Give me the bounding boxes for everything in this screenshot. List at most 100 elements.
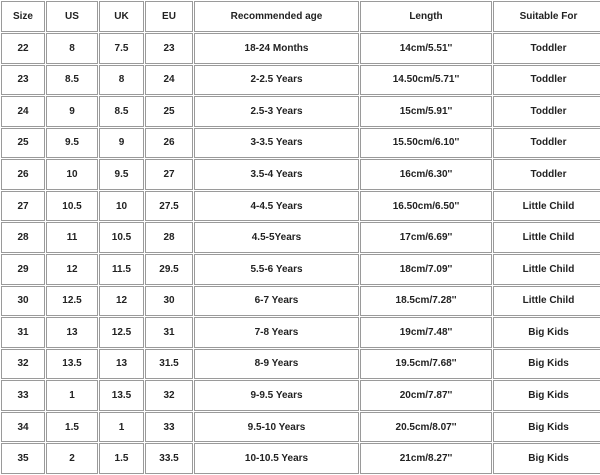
table-cell: 31 [1, 317, 45, 348]
table-cell: 15.50cm/6.10'' [360, 127, 492, 159]
table-cell: Big Kids [493, 380, 600, 411]
table-row: 26 10 9.5 27 3.5-4 Years 16cm/6.30'' Toddler [1, 159, 600, 190]
table-cell: 30 [145, 285, 193, 317]
table-cell: 13.5 [46, 348, 98, 380]
header-cell: Size [1, 1, 45, 32]
header-cell: UK [99, 1, 144, 32]
table-cell: 33 [1, 380, 45, 411]
table-row: 22 8 7.5 23 18-24 Months 14cm/5.51'' Toddler [1, 33, 600, 64]
table-cell: 26 [1, 159, 45, 190]
table-cell: 19.5cm/7.68'' [360, 348, 492, 380]
table-row: 33 1 13.5 32 9-9.5 Years 20cm/7.87'' Big Kids [1, 380, 600, 411]
table-cell: Toddler [493, 96, 600, 127]
table-cell: 31.5 [145, 348, 193, 380]
table-cell: 11 [46, 222, 98, 253]
table-cell: 3-3.5 Years [194, 127, 359, 159]
table-cell: Big Kids [493, 443, 600, 474]
table-cell: 9-9.5 Years [194, 380, 359, 411]
table-cell: Big Kids [493, 411, 600, 443]
table-cell: 29 [1, 253, 45, 285]
table-cell: 32 [1, 348, 45, 380]
table-cell: 24 [145, 64, 193, 96]
table-cell: Toddler [493, 64, 600, 96]
table-body: 22 8 7.5 23 18-24 Months 14cm/5.51'' Toddler 23… [1, 33, 600, 474]
table-cell: 13 [46, 317, 98, 348]
table-cell: 2-2.5 Years [194, 64, 359, 96]
table-row: 35 2 1.5 33.5 10-10.5 Years 21cm/8.27'' Big Ki… [1, 443, 600, 474]
table-cell: 1 [99, 411, 144, 443]
table-cell: 8.5 [46, 64, 98, 96]
table-cell: 9.5 [99, 159, 144, 190]
table-cell: 10.5 [46, 190, 98, 222]
header-cell: EU [145, 1, 193, 32]
table-cell: 25 [1, 127, 45, 159]
table-cell: Big Kids [493, 348, 600, 380]
table-cell: 10 [99, 190, 144, 222]
table-cell: 12.5 [99, 317, 144, 348]
table-cell: 10.5 [99, 222, 144, 253]
table-row: 31 13 12.5 31 7-8 Years 19cm/7.48'' Big Kids [1, 317, 600, 348]
table-row: 29 12 11.5 29.5 5.5-6 Years 18cm/7.09'' Little… [1, 253, 600, 285]
table-cell: 1.5 [46, 411, 98, 443]
table-cell: 12 [99, 285, 144, 317]
table-cell: 8 [46, 33, 98, 64]
table-cell: 17cm/6.69'' [360, 222, 492, 253]
table-cell: Big Kids [493, 317, 600, 348]
table-cell: 14cm/5.51'' [360, 33, 492, 64]
table-cell: 21cm/8.27'' [360, 443, 492, 474]
table-cell: 18.5cm/7.28'' [360, 285, 492, 317]
table-cell: Little Child [493, 190, 600, 222]
table-cell: 30 [1, 285, 45, 317]
table-cell: 4.5-5Years [194, 222, 359, 253]
table-cell: 9.5 [46, 127, 98, 159]
table-cell: 29.5 [145, 253, 193, 285]
table-cell: 10-10.5 Years [194, 443, 359, 474]
table-cell: 1 [46, 380, 98, 411]
table-cell: 20.5cm/8.07'' [360, 411, 492, 443]
table-cell: 27 [1, 190, 45, 222]
table-cell: Toddler [493, 127, 600, 159]
table-cell: 33 [145, 411, 193, 443]
table-cell: 2.5-3 Years [194, 96, 359, 127]
header-cell: US [46, 1, 98, 32]
table-cell: 23 [1, 64, 45, 96]
table-cell: 4-4.5 Years [194, 190, 359, 222]
table-cell: 3.5-4 Years [194, 159, 359, 190]
table-cell: 27 [145, 159, 193, 190]
table-cell: Little Child [493, 253, 600, 285]
table-cell: Toddler [493, 33, 600, 64]
table-row: 25 9.5 9 26 3-3.5 Years 15.50cm/6.10'' Toddler [1, 127, 600, 159]
table-cell: 10 [46, 159, 98, 190]
table-cell: 5.5-6 Years [194, 253, 359, 285]
table-row: 28 11 10.5 28 4.5-5Years 17cm/6.69'' Little Ch… [1, 222, 600, 253]
table-cell: 19cm/7.48'' [360, 317, 492, 348]
table-cell: 11.5 [99, 253, 144, 285]
header-row: Size US UK EU Recommended age Length Suitable … [1, 1, 600, 32]
table-cell: 22 [1, 33, 45, 64]
table-cell: 9 [99, 127, 144, 159]
table-cell: 7-8 Years [194, 317, 359, 348]
header-cell: Recommended age [194, 1, 359, 32]
table-cell: 9.5-10 Years [194, 411, 359, 443]
table-cell: 7.5 [99, 33, 144, 64]
table-cell: 32 [145, 380, 193, 411]
table-cell: 8.5 [99, 96, 144, 127]
table-cell: 13.5 [99, 380, 144, 411]
table-cell: 25 [145, 96, 193, 127]
table-cell: 9 [46, 96, 98, 127]
header-cell: Suitable For [493, 1, 600, 32]
table-cell: 27.5 [145, 190, 193, 222]
table-cell: 15cm/5.91'' [360, 96, 492, 127]
table-row: 34 1.5 1 33 9.5-10 Years 20.5cm/8.07'' Big Kid… [1, 411, 600, 443]
table-row: 24 9 8.5 25 2.5-3 Years 15cm/5.91'' Toddler [1, 96, 600, 127]
table-cell: 35 [1, 443, 45, 474]
table-cell: 13 [99, 348, 144, 380]
table-cell: 20cm/7.87'' [360, 380, 492, 411]
table-cell: 14.50cm/5.71'' [360, 64, 492, 96]
table-cell: 18-24 Months [194, 33, 359, 64]
table-cell: 12.5 [46, 285, 98, 317]
table-row: 27 10.5 10 27.5 4-4.5 Years 16.50cm/6.50'' Lit… [1, 190, 600, 222]
table-row: 32 13.5 13 31.5 8-9 Years 19.5cm/7.68'' Big Ki… [1, 348, 600, 380]
